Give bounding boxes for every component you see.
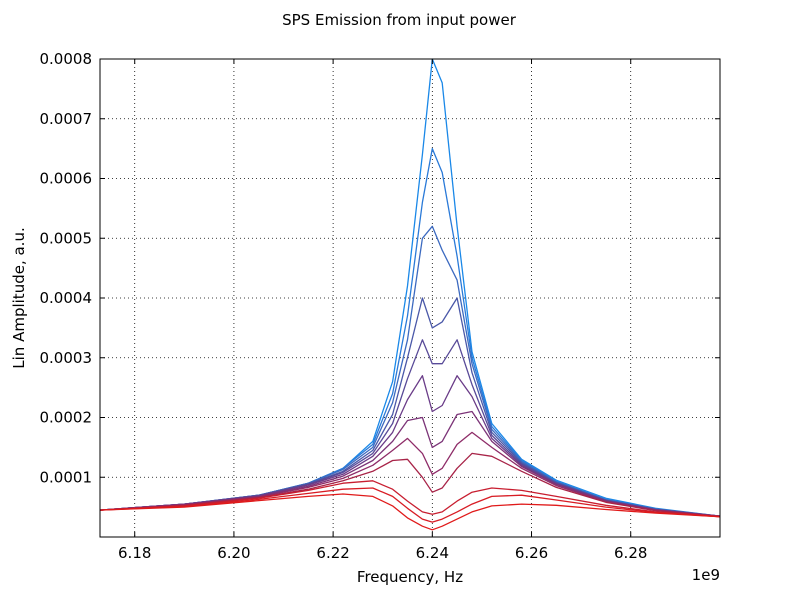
y-tick-label: 0.0006 xyxy=(40,170,93,188)
series-line-11 xyxy=(99,487,721,523)
x-tick-label: 6.24 xyxy=(416,544,449,562)
ticks-group: 6.18 6.20 6.22 6.24 6.26 6.28 0.0001 0.0002 0.00… xyxy=(40,50,720,562)
plot-frame xyxy=(99,58,721,538)
series-line-1 xyxy=(99,58,721,517)
y-tick-label: 0.0002 xyxy=(40,409,93,427)
x-axis-offset-label: 1e9 xyxy=(692,566,720,584)
x-tick-label: 6.18 xyxy=(118,544,151,562)
series-line-5 xyxy=(99,339,721,517)
series-line-9 xyxy=(99,452,721,518)
series-line-8 xyxy=(99,431,721,517)
series-line-10 xyxy=(99,480,721,518)
y-tick-label: 0.0001 xyxy=(40,468,93,486)
y-tick-label: 0.0005 xyxy=(40,229,93,247)
series-group xyxy=(99,58,721,531)
series-line-4 xyxy=(99,297,721,517)
series-line-2 xyxy=(99,147,721,517)
y-tick-label: 0.0004 xyxy=(40,289,93,307)
x-tick-label: 6.26 xyxy=(515,544,548,562)
x-tick-label: 6.20 xyxy=(217,544,250,562)
y-axis-label: Lin Amplitude, a.u. xyxy=(10,227,28,368)
y-tick-label: 0.0003 xyxy=(40,349,93,367)
y-tick-label: 0.0007 xyxy=(40,110,93,128)
chart-title: SPS Emission from input power xyxy=(282,11,517,29)
x-axis-label: Frequency, Hz xyxy=(357,568,463,586)
y-tick-label: 0.0008 xyxy=(40,50,93,68)
series-line-7 xyxy=(99,410,721,517)
series-line-6 xyxy=(99,375,721,517)
x-tick-label: 6.22 xyxy=(316,544,349,562)
x-tick-label: 6.28 xyxy=(614,544,647,562)
series-line-12 xyxy=(99,493,721,531)
